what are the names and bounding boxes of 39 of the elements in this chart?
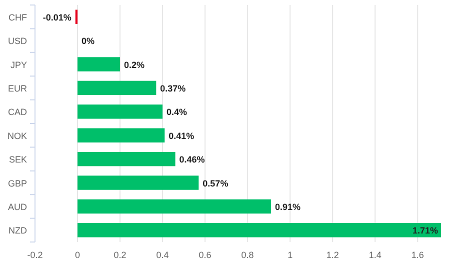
y-tick-label: USD (8, 36, 28, 46)
bar (78, 104, 163, 119)
x-tick-label: 0.6 (198, 250, 212, 260)
x-tick-label: 1.6 (411, 250, 424, 260)
x-tick-label: -0.2 (27, 250, 43, 260)
data-label: 0.4% (166, 107, 188, 118)
data-label: 0.46% (179, 154, 205, 165)
y-tick-label: NOK (7, 130, 27, 141)
bar (78, 152, 176, 166)
data-label: 1.71% (412, 226, 438, 236)
data-label: -0.01% (42, 12, 72, 22)
y-tick-label: AUD (8, 202, 28, 212)
bar (78, 80, 156, 96)
data-label: 0.37% (160, 83, 186, 94)
x-tick-label: 0.2 (114, 250, 126, 260)
y-tick-label: SEK (8, 154, 27, 165)
x-tick-label: 1.4 (368, 250, 382, 260)
data-label: 0.91% (274, 202, 300, 212)
data-label: 0.57% (202, 178, 228, 188)
y-tick-label: JPY (10, 60, 27, 70)
bar (78, 57, 120, 72)
data-label: 0% (82, 36, 95, 46)
y-tick-label: GBP (8, 178, 27, 188)
x-tick-label: 0 (75, 250, 80, 260)
x-tick-label: 0.4 (156, 250, 169, 260)
y-tick-label: CHF (8, 12, 28, 22)
y-tick-label: CAD (8, 107, 28, 118)
x-tick-label: 1.2 (326, 250, 339, 260)
bar (78, 176, 199, 190)
x-tick-label: 0.8 (241, 250, 254, 260)
bar (78, 223, 441, 238)
bar (75, 10, 78, 24)
y-tick-label: NZD (8, 226, 28, 236)
data-label: 0.2% (124, 60, 145, 70)
data-label: 0.41% (168, 130, 194, 141)
bar (78, 199, 271, 214)
x-tick-label: 1 (288, 250, 293, 260)
y-tick-label: EUR (8, 83, 28, 94)
bar (78, 128, 165, 142)
